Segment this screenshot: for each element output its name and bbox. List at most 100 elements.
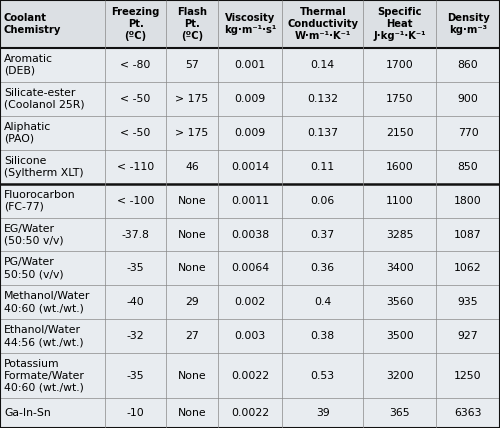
Bar [282,319,364,354]
Text: 860: 860 [458,59,478,70]
Text: 0.0038: 0.0038 [231,229,269,240]
Text: 27: 27 [185,331,199,342]
Text: 39: 39 [316,408,330,418]
Bar [282,149,364,184]
Text: 0.37: 0.37 [310,229,335,240]
Text: PG/Water
50:50 (v/v): PG/Water 50:50 (v/v) [4,258,64,279]
Text: Potassium
Formate/Water
40:60 (wt./wt.): Potassium Formate/Water 40:60 (wt./wt.) [4,359,85,393]
Bar [166,285,218,319]
Text: Ga-In-Sn: Ga-In-Sn [4,408,51,418]
Text: 0.36: 0.36 [310,264,335,273]
Bar [166,252,218,285]
Bar [282,184,364,217]
Bar [0,184,105,217]
Bar [364,285,436,319]
Bar [105,398,166,428]
Text: Freezing
Pt.
(ºC): Freezing Pt. (ºC) [112,7,160,41]
Bar [166,116,218,149]
Bar [166,217,218,252]
Text: < -100: < -100 [117,196,154,205]
Text: Methanol/Water
40:60 (wt./wt.): Methanol/Water 40:60 (wt./wt.) [4,291,90,313]
Text: 0.53: 0.53 [310,371,335,381]
Bar [218,252,282,285]
Text: Viscosity
kg·m⁻¹·s¹: Viscosity kg·m⁻¹·s¹ [224,13,276,35]
Text: 3200: 3200 [386,371,413,381]
Text: 1700: 1700 [386,59,413,70]
Bar [105,319,166,354]
Text: -35: -35 [127,264,144,273]
Bar [436,0,500,48]
Text: 1600: 1600 [386,161,413,172]
Bar [282,48,364,82]
Bar [364,48,436,82]
Bar [166,149,218,184]
Bar [218,398,282,428]
Bar [436,48,500,82]
Bar [0,82,105,116]
Bar [105,285,166,319]
Text: Silicate-ester
(Coolanol 25R): Silicate-ester (Coolanol 25R) [4,88,84,110]
Bar [436,354,500,398]
Text: -40: -40 [127,297,144,307]
Bar [364,0,436,48]
Bar [105,48,166,82]
Bar [105,116,166,149]
Text: 3285: 3285 [386,229,413,240]
Text: 365: 365 [390,408,410,418]
Bar [218,354,282,398]
Bar [105,149,166,184]
Text: 850: 850 [458,161,478,172]
Bar [436,217,500,252]
Bar [218,217,282,252]
Bar [218,116,282,149]
Bar [105,0,166,48]
Text: 3560: 3560 [386,297,413,307]
Text: < -80: < -80 [120,59,151,70]
Text: 0.0022: 0.0022 [231,371,269,381]
Bar [218,184,282,217]
Text: 0.06: 0.06 [310,196,335,205]
Text: 3500: 3500 [386,331,413,342]
Text: 6363: 6363 [454,408,482,418]
Text: 2150: 2150 [386,128,413,137]
Text: Aromatic
(DEB): Aromatic (DEB) [4,54,53,76]
Text: 1087: 1087 [454,229,482,240]
Bar [0,319,105,354]
Text: 0.0011: 0.0011 [231,196,269,205]
Bar [436,149,500,184]
Text: -37.8: -37.8 [122,229,150,240]
Bar [282,285,364,319]
Bar [0,217,105,252]
Bar [218,48,282,82]
Text: < -50: < -50 [120,128,151,137]
Text: None: None [178,408,206,418]
Text: 0.009: 0.009 [234,94,266,104]
Text: 0.132: 0.132 [307,94,338,104]
Bar [166,319,218,354]
Text: 0.11: 0.11 [310,161,335,172]
Bar [0,285,105,319]
Bar [218,285,282,319]
Bar [218,82,282,116]
Text: None: None [178,196,206,205]
Bar [166,398,218,428]
Bar [282,116,364,149]
Bar [364,184,436,217]
Text: Coolant
Chemistry: Coolant Chemistry [4,13,61,35]
Bar [0,116,105,149]
Bar [364,319,436,354]
Bar [282,354,364,398]
Text: Aliphatic
(PAO): Aliphatic (PAO) [4,122,52,143]
Text: 935: 935 [458,297,478,307]
Text: 900: 900 [458,94,478,104]
Bar [436,319,500,354]
Text: 0.0014: 0.0014 [231,161,269,172]
Text: -35: -35 [127,371,144,381]
Bar [0,252,105,285]
Text: 0.002: 0.002 [234,297,266,307]
Text: Density
kg·m⁻³: Density kg·m⁻³ [446,13,490,35]
Text: 0.137: 0.137 [307,128,338,137]
Text: 29: 29 [185,297,199,307]
Text: 0.38: 0.38 [310,331,335,342]
Bar [436,116,500,149]
